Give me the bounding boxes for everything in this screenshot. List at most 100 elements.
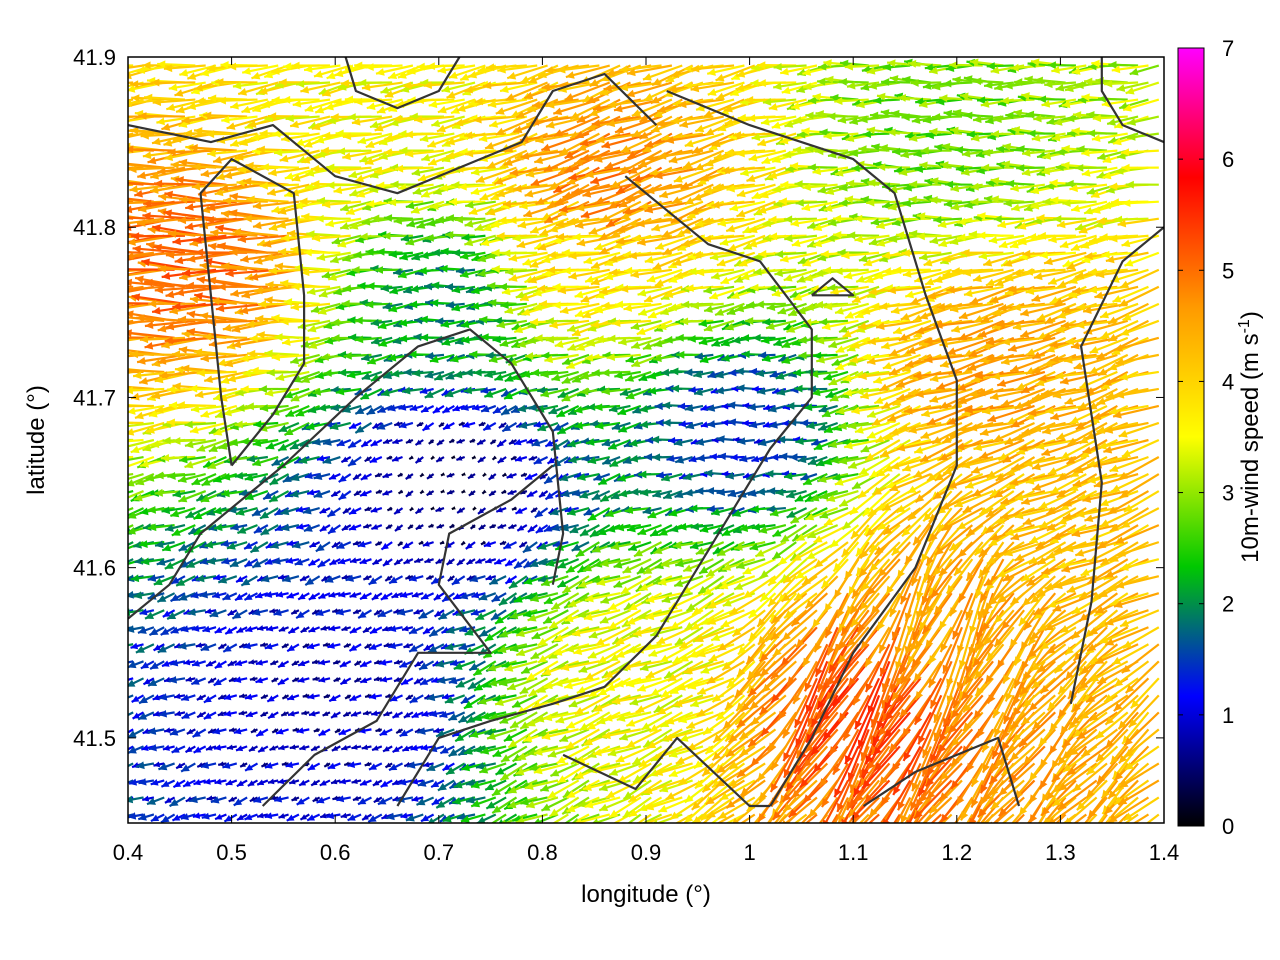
wind-arrow (266, 694, 279, 703)
x-tick-label: 1.1 (838, 840, 869, 865)
wind-arrow (158, 710, 175, 718)
wind-arrow (307, 693, 320, 700)
wind-arrow (280, 711, 290, 717)
wind-arrow (768, 420, 787, 429)
colorbar (1177, 47, 1205, 827)
wind-arrow (1120, 148, 1159, 157)
wind-arrow (338, 778, 351, 785)
wind-arrow (511, 694, 538, 709)
wind-arrow (481, 489, 487, 495)
wind-arrow (128, 336, 144, 342)
wind-arrow (650, 435, 672, 444)
wind-arrow (162, 609, 176, 618)
wind-arrow (415, 524, 424, 531)
wind-arrow (370, 524, 383, 531)
wind-arrow (287, 710, 300, 717)
wind-arrow (170, 575, 186, 585)
wind-arrow (128, 795, 144, 804)
colorbar-tick-label: 2 (1222, 592, 1234, 617)
wind-arrow (335, 608, 351, 616)
x-tick-label: 0.5 (216, 840, 247, 865)
wind-arrow (1120, 319, 1160, 336)
x-tick-label: 1.2 (942, 840, 973, 865)
wind-arrow (440, 247, 465, 256)
x-tick-label: 0.7 (424, 840, 455, 865)
wind-arrow (348, 643, 362, 652)
wind-arrow (160, 454, 196, 462)
wind-arrow (383, 711, 393, 717)
wind-arrow (157, 643, 176, 654)
wind-arrow (190, 677, 207, 686)
wind-arrow (331, 745, 341, 752)
wind-arrow (435, 456, 445, 463)
wind-arrow (428, 439, 435, 445)
x-tick-label: 1.3 (1045, 840, 1076, 865)
wind-arrow (374, 472, 383, 478)
wind-arrow (660, 368, 683, 377)
wind-arrow (128, 251, 175, 261)
wind-arrow (360, 439, 373, 448)
wind-arrow (128, 558, 134, 563)
wind-arrow (153, 575, 176, 586)
wind-arrow (178, 592, 196, 602)
wind-arrow (175, 762, 186, 770)
wind-arrow (401, 625, 414, 632)
wind-arrow (157, 60, 196, 69)
wind-arrow (186, 608, 206, 616)
wind-arrow (128, 251, 144, 254)
colorbar-tick-label: 1 (1222, 703, 1234, 728)
wind-arrow (196, 694, 207, 701)
wind-arrow (271, 677, 279, 683)
wind-arrow (277, 677, 290, 686)
wind-arrow (323, 762, 331, 768)
wind-arrow (148, 626, 165, 637)
wind-arrow (178, 541, 196, 552)
wind-arrow (151, 78, 196, 87)
wind-arrow (446, 489, 455, 495)
wind-arrow (402, 541, 414, 550)
wind-arrow (149, 183, 196, 194)
wind-arrow (747, 403, 766, 411)
wind-arrow (153, 761, 165, 768)
wind-arrow (128, 268, 155, 276)
wind-arrow (131, 232, 185, 241)
wind-arrow (128, 183, 134, 187)
wind-arrow (526, 490, 538, 498)
colorbar-tick-label: 0 (1222, 814, 1234, 839)
wind-arrow (467, 473, 476, 480)
wind-arrow (142, 795, 155, 802)
wind-arrow (168, 81, 206, 92)
wind-arrow (205, 745, 217, 751)
wind-arrow (128, 813, 134, 817)
wind-arrow (128, 421, 165, 436)
wind-arrow (362, 710, 372, 716)
wind-arrow (286, 694, 300, 701)
wind-arrow (405, 473, 414, 480)
wind-arrow (244, 625, 258, 633)
wind-arrow (1071, 677, 1108, 713)
wind-arrow (627, 813, 642, 823)
wind-arrow (328, 473, 341, 481)
wind-arrow (359, 490, 372, 497)
wind-arrow (559, 472, 579, 482)
wind-arrow (158, 762, 175, 771)
wind-arrow (496, 439, 507, 448)
wind-arrow (128, 677, 145, 688)
wind-arrow (518, 541, 528, 549)
wind-arrow (128, 455, 144, 462)
wind-arrow (195, 574, 217, 583)
wind-arrow (217, 643, 227, 650)
wind-arrow (472, 506, 477, 511)
wind-arrow (285, 761, 300, 769)
wind-arrow (150, 813, 165, 823)
wind-arrow (147, 677, 165, 687)
wind-arrow (1122, 199, 1159, 208)
wind-arrow (128, 285, 134, 288)
wind-arrow (426, 693, 445, 702)
wind-arrow (761, 660, 797, 694)
wind-arrow (338, 591, 351, 598)
wind-arrow (133, 591, 155, 600)
wind-arrow (278, 813, 289, 819)
wind-arrow (213, 744, 227, 751)
wind-arrow (154, 285, 206, 294)
